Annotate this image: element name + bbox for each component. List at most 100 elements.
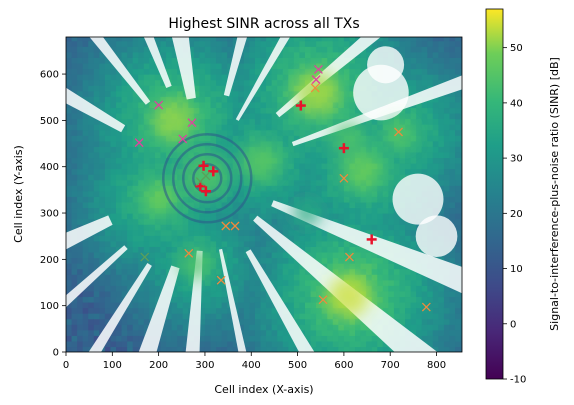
heat-cell (204, 335, 212, 342)
heat-cell (66, 185, 73, 192)
heat-cell (443, 57, 451, 64)
heat-cell (321, 37, 328, 42)
heat-cell (288, 168, 295, 175)
heat-cell (310, 179, 317, 186)
heat-cell (182, 151, 189, 159)
heat-cell (293, 124, 301, 131)
heat-cell (227, 163, 234, 170)
heat-cell (238, 190, 245, 197)
heat-cell (93, 140, 100, 147)
heat-cell (99, 285, 106, 292)
heat-cell (299, 168, 306, 175)
heat-cell (455, 213, 462, 220)
heat-cell (227, 96, 234, 103)
heat-cell (254, 324, 262, 331)
heat-cell (338, 74, 345, 81)
heat-cell (243, 324, 251, 331)
heat-cell (266, 90, 273, 97)
heat-cell (266, 301, 273, 309)
heat-cell (416, 124, 423, 131)
heat-cell (304, 190, 312, 197)
heat-cell (299, 124, 306, 131)
heat-cell (377, 290, 384, 298)
heat-cell (132, 40, 139, 47)
heat-cell (299, 190, 306, 197)
heat-cell (410, 51, 417, 58)
heat-cell (238, 96, 245, 103)
heat-cell (282, 190, 289, 197)
heat-cell (310, 40, 317, 47)
heat-cell (88, 96, 95, 103)
heat-cell (221, 240, 228, 247)
heat-cell (332, 313, 339, 320)
heat-cell (127, 251, 134, 259)
heat-cell (393, 296, 401, 303)
heat-cell (88, 196, 95, 203)
heat-cell (421, 313, 428, 320)
heat-cell (221, 40, 228, 47)
heat-cell (316, 190, 323, 197)
heat-cell (160, 235, 167, 242)
heat-cell (77, 324, 84, 331)
heat-cell (160, 229, 167, 236)
heat-cell (260, 307, 267, 314)
heat-cell (377, 301, 384, 309)
heat-cell (71, 74, 78, 81)
heat-cell (121, 329, 128, 336)
heat-cell (99, 51, 106, 58)
heat-cell (282, 340, 289, 348)
heat-cell (421, 112, 428, 120)
heat-cell (199, 229, 206, 236)
heat-cell (304, 124, 312, 131)
heat-cell (304, 129, 312, 136)
heat-cell (304, 224, 312, 231)
heat-cell (349, 37, 356, 42)
heat-cell (288, 118, 295, 125)
heat-cell (266, 196, 273, 203)
heat-cell (143, 185, 150, 192)
heat-cell (227, 257, 234, 264)
heat-cell (249, 179, 256, 186)
heat-cell (310, 163, 317, 170)
heat-cell (143, 218, 150, 225)
heat-cell (110, 174, 117, 181)
heat-cell (71, 185, 78, 192)
heat-cell (204, 101, 212, 109)
heat-cell (321, 201, 328, 209)
heat-cell (316, 346, 323, 352)
heat-cell (355, 268, 362, 275)
rx-x-marker (134, 138, 144, 148)
heat-cell (99, 240, 106, 247)
heat-cell (316, 37, 323, 42)
heat-cell (455, 57, 462, 64)
heat-cell (293, 174, 301, 181)
heat-cell (199, 324, 206, 331)
heat-cell (432, 46, 439, 53)
heat-cell (299, 62, 306, 70)
heat-cell (82, 140, 89, 147)
heat-cell (271, 140, 278, 147)
heat-cell (293, 185, 301, 192)
heat-cell (99, 96, 106, 103)
heat-cell (427, 118, 434, 125)
heat-cell (182, 340, 189, 348)
heat-cell (260, 346, 267, 352)
heat-cell (171, 251, 178, 259)
heat-cell (121, 251, 128, 259)
heat-cell (166, 157, 173, 164)
heat-cell (88, 40, 95, 47)
heat-cell (143, 318, 150, 325)
heat-cell (221, 129, 228, 136)
heat-cell (204, 62, 212, 70)
heat-cell (310, 51, 317, 58)
heat-cell (282, 90, 289, 97)
heat-cell (299, 57, 306, 64)
heat-cell (121, 235, 128, 242)
heat-cell (271, 329, 278, 336)
heat-cell (343, 263, 351, 270)
heat-cell (138, 107, 145, 114)
heat-cell (243, 263, 251, 270)
heat-cell (299, 46, 306, 53)
heat-cell (288, 224, 295, 231)
heat-cell (260, 324, 267, 331)
